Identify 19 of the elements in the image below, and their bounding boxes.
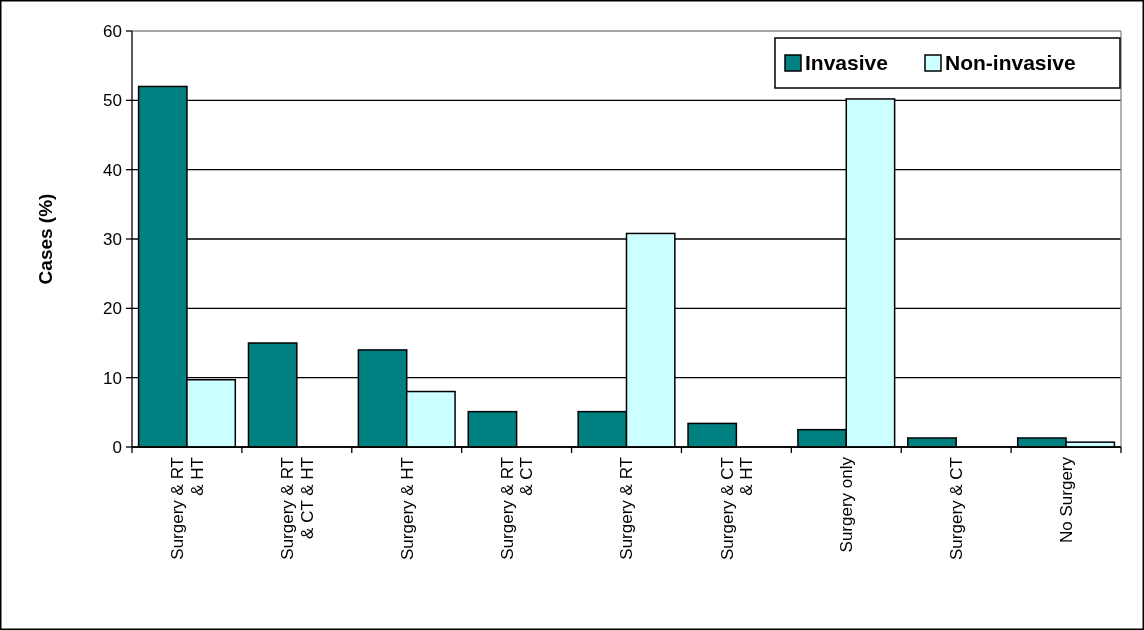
y-tick-label: 40 bbox=[103, 160, 122, 180]
y-tick-label: 60 bbox=[103, 21, 122, 41]
x-tick-label: Surgery & RT bbox=[617, 457, 637, 560]
x-tick-label: Surgery & RT & CT & HT bbox=[278, 457, 317, 560]
x-tick-label: Surgery & CT bbox=[947, 457, 967, 560]
x-tick-label: Surgery & HT bbox=[397, 457, 417, 560]
x-tick-label: Surgery only bbox=[837, 456, 857, 553]
x-tick-label: Surgery & RT & HT bbox=[168, 457, 207, 560]
y-tick-label: 10 bbox=[103, 368, 122, 388]
legend-label: Invasive bbox=[805, 51, 888, 75]
y-tick-label: 20 bbox=[103, 299, 122, 319]
y-axis-title: Cases (%) bbox=[35, 193, 56, 285]
x-tick-label: Surgery & CT & HT bbox=[717, 457, 757, 560]
legend-label: Non-invasive bbox=[945, 51, 1076, 75]
x-tick-label: Surgery & RT & CT bbox=[497, 457, 537, 560]
y-tick-label: 30 bbox=[103, 229, 122, 249]
y-tick-label: 0 bbox=[112, 437, 122, 457]
y-tick-label: 50 bbox=[103, 91, 122, 111]
x-tick-label: No Surgery bbox=[1057, 456, 1077, 543]
